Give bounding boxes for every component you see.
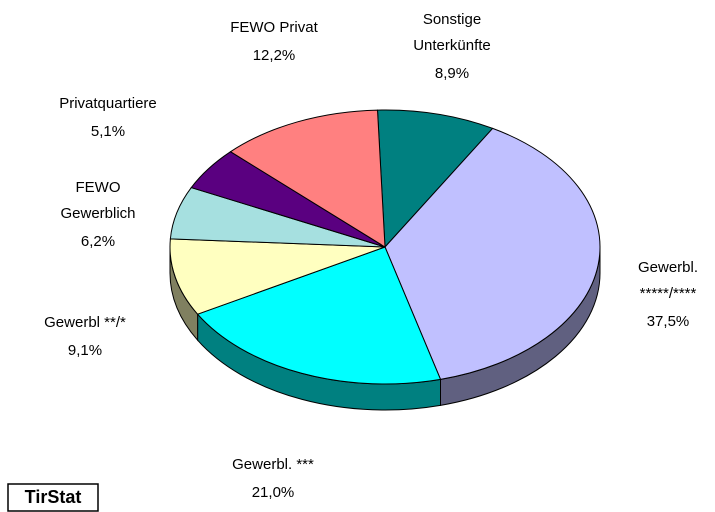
slice-label: Sonstige Unterkünfte [413,11,491,54]
slice-label: Gewerbl. *****/**** [638,259,698,302]
source-box [7,483,99,512]
source-label: TirStat [25,487,82,507]
value-label: 12,2% [253,47,296,64]
slice-label: Gewerbl. *** [232,456,314,473]
slice-label: FEWO Gewerblich [60,179,135,222]
slice-label: FEWO Privat [230,19,318,36]
value-label: 9,1% [68,342,102,359]
value-label: 21,0% [252,484,295,501]
value-label: 8,9% [435,65,469,82]
slice [196,246,442,385]
slice [376,109,494,249]
slice-label: Privatquartiere [59,95,157,112]
slice [229,109,386,248]
value-label: 6,2% [81,233,115,250]
value-label: 37,5% [647,313,690,330]
slice [169,238,386,315]
slice [384,127,601,380]
slice-label: Gewerbl **/* [44,314,126,331]
value-label: 5,1% [91,123,125,140]
